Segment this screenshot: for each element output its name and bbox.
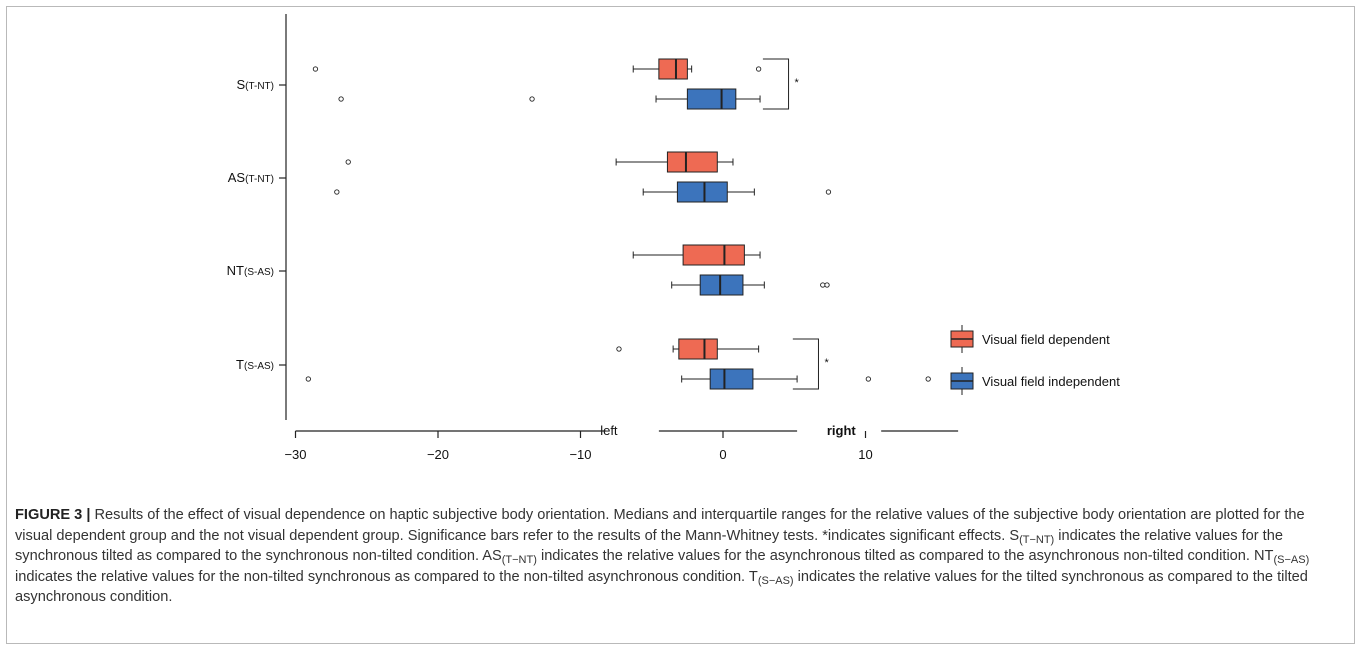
outlier-point [338,96,344,102]
axes: S(T-NT)AS(T-NT)NT(S-AS)T(S-AS)left right−… [227,14,959,462]
y-tick-label: T(S-AS) [236,357,274,372]
outlier-point [865,376,871,382]
outlier-point [820,282,826,288]
caption-subscript: (T−NT) [501,554,537,566]
y-tick-label-sub: (S-AS) [244,267,274,278]
significance-star: * [795,77,800,89]
significance-brackets: ** [762,58,829,390]
caption-segment: indicates the relative values for the sy… [15,527,1283,565]
y-tick-label-main: S [236,77,245,92]
y-tick-label-main: NT [227,263,244,278]
outlier-point [755,66,762,72]
outlier-point [825,189,832,195]
significance-bracket [792,338,819,390]
legend-label: Visual field dependent [982,332,1110,347]
x-tick-label: −30 [284,447,306,462]
caption-text: Results of the effect of visual dependen… [15,507,1309,605]
caption-segment: indicates the relative values for the as… [536,548,1274,564]
boxplot-chart: S(T-NT)AS(T-NT)NT(S-AS)T(S-AS)left right−… [227,14,1120,462]
significance-star: * [824,357,829,369]
box [676,181,728,203]
box [666,151,718,173]
caption-segment: indicates the relative values for the ti… [15,568,1308,606]
x-tick-label: 0 [719,447,726,462]
y-tick-label: S(T-NT) [236,77,274,92]
outlier-point [334,189,340,195]
legend-label: Visual field independent [982,374,1120,389]
box-marks [305,58,931,390]
x-tick-label: −10 [569,447,591,462]
outlier-point [529,96,535,102]
box [682,244,745,266]
caption-subscript: (S−AS) [757,574,794,587]
caption-subscript: (S−AS) [1273,554,1310,566]
outlier-point [824,282,830,288]
outlier-point [305,376,311,382]
box [678,338,718,360]
outlier-point [925,376,931,382]
outlier-point [345,159,351,165]
caption-subscript: (T−NT) [1019,533,1055,546]
y-tick-label-main: T [236,357,244,372]
outlier-point [312,66,319,72]
figure-frame [6,6,1355,644]
y-tick-label: AS(T-NT) [228,170,274,185]
y-tick-label-sub: (T-NT) [245,81,274,92]
y-tick-label: NT(S-AS) [227,263,274,278]
caption-segment: indicates the relative values for the no… [15,568,758,585]
direction-label-right: right [827,423,857,438]
x-tick-label: 10 [858,447,872,462]
figure-caption: FIGURE 3 | Results of the effect of visu… [15,505,1345,608]
box [658,58,688,80]
y-tick-label-main: AS [228,170,246,185]
x-tick-label: −20 [427,447,449,462]
significance-bracket [762,58,790,110]
figure-label: FIGURE 3 | [15,507,91,523]
y-tick-label-sub: (S-AS) [244,361,274,372]
y-tick-label-sub: (T-NT) [245,174,274,185]
legend: Visual field dependent Visual field indep… [950,325,1120,395]
direction-label-left: left [600,423,618,438]
box [699,274,744,296]
box [686,88,737,110]
caption-segment: Results of the effect of visual dependen… [15,507,1305,544]
outlier-point [616,346,622,352]
box [709,368,754,390]
